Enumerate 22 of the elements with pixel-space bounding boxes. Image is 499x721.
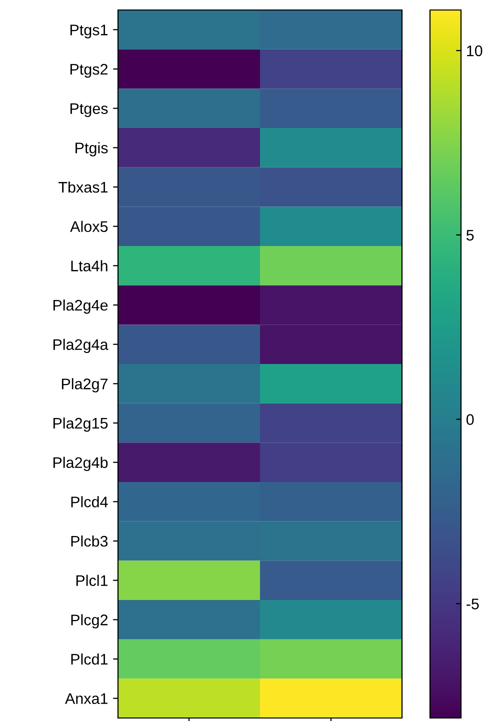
y-tick-label: Pla2g4b	[53, 456, 108, 472]
y-tick-label: Ptgs2	[70, 64, 108, 78]
y-tick-label: Plcl1	[76, 574, 108, 586]
y-tick-label: Ptgs1	[70, 24, 108, 38]
y-tick-label: Pla2g15	[53, 417, 108, 432]
y-tick-label: Pla2g4e	[53, 299, 108, 314]
y-tick-label: Pla2g4a	[53, 338, 108, 354]
y-tick-label: Alox5	[70, 220, 108, 232]
color-bar-label: 5	[466, 230, 474, 241]
y-tick-label: Plcg2	[71, 614, 108, 628]
y-tick-label: Lta4h	[71, 260, 108, 272]
color-bar-label: 10	[467, 45, 482, 56]
color-bar-label: 0	[466, 414, 474, 425]
y-tick-label: Anxa1	[64, 693, 108, 704]
y-tick-label: Pla2g7	[62, 378, 108, 392]
y-tick-label: Tbxas1	[58, 181, 108, 193]
color-bar-label: -5	[466, 598, 479, 610]
y-tick-label: Plcd1	[71, 653, 108, 665]
y-tick-label: Plcb3	[71, 535, 108, 547]
y-tick-label: Plcd4	[71, 496, 108, 508]
y-tick-label: Ptgis	[76, 142, 108, 156]
y-tick-label: Ptges	[70, 103, 108, 118]
